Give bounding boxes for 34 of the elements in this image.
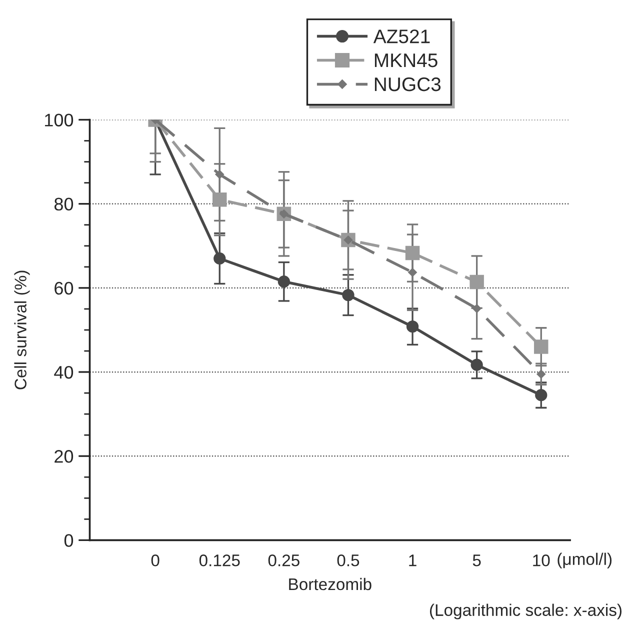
y-tick-label: 20	[54, 450, 74, 463]
y-tick-label: 80	[54, 198, 74, 211]
x-tick-label: 0.125	[199, 554, 240, 566]
x-tick-label: 0.25	[268, 554, 300, 566]
point	[212, 192, 227, 207]
point	[535, 389, 548, 402]
point	[215, 170, 224, 179]
point	[342, 288, 354, 302]
point	[536, 370, 546, 379]
x-tick-label: 5	[472, 554, 481, 566]
point	[470, 274, 484, 290]
point	[472, 304, 482, 313]
y-tick-label: 60	[54, 282, 74, 295]
point	[408, 268, 417, 277]
point	[405, 246, 420, 260]
point	[406, 320, 419, 333]
x-tick-label: 0	[151, 554, 160, 566]
y-tick-label: 0	[64, 534, 74, 547]
y-axis-title: Cell survival (%)	[14, 270, 30, 390]
legend-label: AZ521	[373, 30, 430, 44]
x-axis-title: Bortezomib	[289, 578, 372, 590]
x-tick-label: 10	[533, 554, 550, 566]
y-tick-label: 100	[45, 114, 74, 126]
text: (Logarithmic scale: x-axis)	[430, 604, 622, 620]
legend-label: MKN45	[374, 54, 438, 68]
y-tick-label: 40	[54, 366, 74, 379]
point	[470, 358, 483, 371]
x-tick-label: 0.5	[337, 554, 360, 566]
legend-label: NUGC3	[374, 77, 441, 92]
point	[534, 340, 548, 354]
text: (μmol/l)	[558, 552, 612, 568]
x-tick-label: 1	[409, 554, 416, 566]
point	[214, 252, 226, 265]
point	[278, 276, 290, 288]
